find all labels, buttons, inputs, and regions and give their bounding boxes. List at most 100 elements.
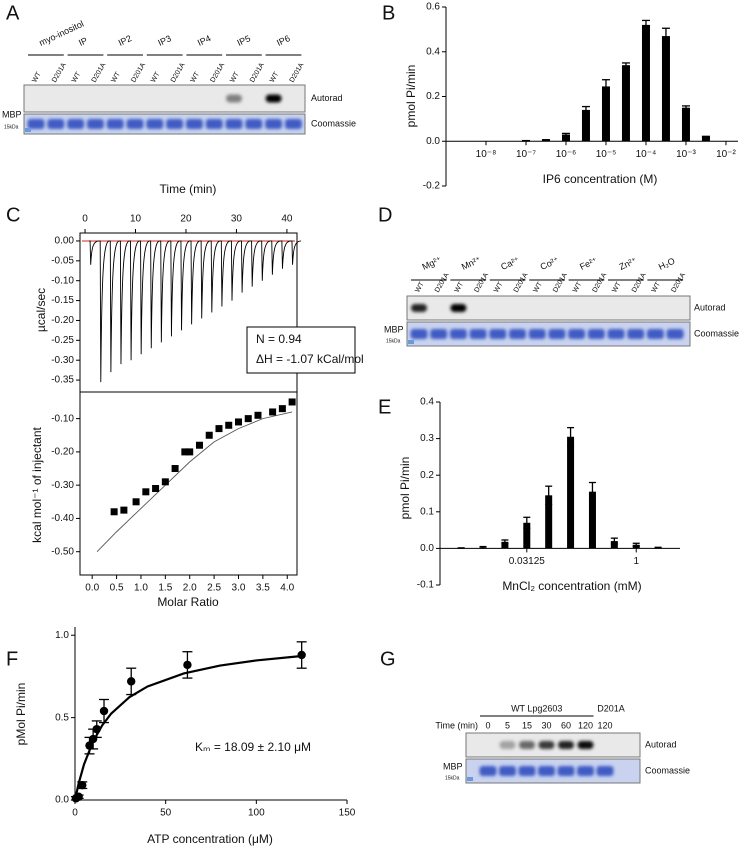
lane-label: D201A [249,62,266,84]
y-axis-title: µcal/sec [34,288,48,332]
autorad-band [647,304,663,312]
group-label: Zn²⁺ [617,255,638,272]
marker-size: 15kDa [4,124,19,130]
point [297,650,306,660]
injection-peak [290,240,302,265]
x-tick-label: 1.0 [134,583,148,594]
coomassie-band [577,766,594,776]
injection-peak [220,240,231,307]
coomassie-band [568,329,586,339]
coomassie-band [587,329,605,339]
x-tick-label: 10⁻⁶ [556,149,577,160]
panel-letter: D [378,204,392,226]
row-label: Coomassie [694,328,739,338]
autorad-band [68,95,84,103]
lane-label: D201A [130,62,147,84]
autorad-band [186,95,202,103]
point [88,734,98,744]
lane-label: WT [150,70,162,84]
fit-curve [73,654,302,801]
autorad-band [246,95,262,103]
y-tick-label: -0.20 [51,315,74,326]
injection-peak [139,240,150,355]
coomassie-band [479,766,497,776]
lane-label: 5 [505,720,510,730]
autorad-band [265,94,282,103]
y-tick-label: 0.00 [55,236,75,247]
lane-label: 60 [561,720,571,730]
lane-label: D201A [289,62,306,84]
injection-peak [240,240,251,293]
y-tick-label: 0.2 [420,470,434,481]
autorad-band [577,741,594,749]
autorad-band [48,95,64,103]
point [254,411,262,419]
bar [501,541,509,549]
injection-peak [89,240,100,265]
autorad-band [127,95,143,103]
lane-label: WT [110,70,122,84]
panel-letter: F [6,648,18,670]
row-label: Coomassie [311,118,356,128]
y-tick-label: 0.0 [426,136,440,147]
group-label: Mg²⁺ [420,254,443,272]
point [99,706,109,716]
coomassie-band [469,329,487,339]
point [186,448,194,456]
injection-peak [260,240,271,281]
coomassie-band [518,766,536,776]
point [120,506,128,514]
coomassie-band [509,329,526,339]
group-label: myo-inositol [38,19,86,48]
lane-label: D201A [51,62,68,84]
autorad-band [206,95,222,103]
group-label: IP3 [156,33,172,48]
point [205,431,213,439]
group-label: IP6 [275,33,291,48]
injection-peak [200,240,211,319]
lane-label: D201A [552,272,569,294]
y-tick-label: -0.40 [51,513,74,524]
x-tick-label: 1.5 [158,583,172,594]
x-tick-label: 30 [231,214,243,225]
panel-letter: C [6,204,20,226]
point [183,660,192,670]
group-label: IP [77,35,89,48]
marker-label: MBP [2,109,22,119]
lane-label: D201A [209,62,226,84]
panel-letter: A [6,2,20,24]
autorad-band [147,95,163,103]
x-tick-label: 10⁻⁸ [476,149,497,160]
autorad-band [608,304,624,312]
point [110,508,118,516]
point [234,418,242,426]
panel-letter: B [382,2,395,24]
x-tick-label: 10⁻⁵ [596,149,617,160]
lane-label: WT [414,280,426,294]
autorad-band [628,304,644,312]
x-tick-label: 2.0 [183,583,197,594]
bar [681,107,690,142]
y-tick-label: -0.35 [51,375,74,386]
group-label: IP2 [117,33,133,48]
autorad-band [569,304,585,312]
group-label: H₂O [657,256,677,272]
lane-label: 15 [522,720,532,730]
autorad-band [226,94,242,103]
coomassie-band [596,766,614,776]
injection-peak [270,240,281,275]
x-tick-label: 20 [180,214,192,225]
y-tick-label: -0.10 [51,413,74,424]
autorad-band [558,741,574,749]
coomassie-band [489,329,507,339]
lane-label: 30 [541,720,551,730]
lane-label: WT [269,70,281,84]
point [142,488,150,496]
point [152,484,160,492]
y-tick-label: 0.6 [426,2,440,13]
injection-peak [250,240,261,287]
lane-label: D201A [513,272,530,294]
autorad-band [411,304,427,312]
marker-size: 15kDa [445,775,460,781]
row-label: Coomassie [645,765,690,775]
